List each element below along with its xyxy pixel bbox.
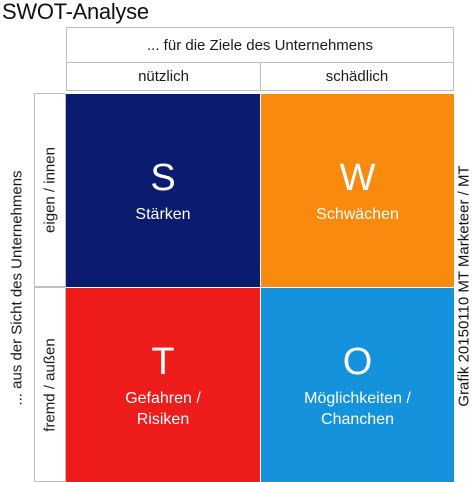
perspective-header: ... aus der Sicht des Unternehmens xyxy=(0,93,34,482)
threats-letter: T xyxy=(151,341,175,383)
opportunities-quadrant: O Möglichkeiten / Chanchen xyxy=(261,288,454,482)
threats-quadrant: T Gefahren / Risiken xyxy=(66,288,260,482)
internal-label: eigen / innen xyxy=(41,147,59,233)
strengths-label: Stärken xyxy=(135,206,191,223)
goal-header: ... für die Ziele des Unternehmens xyxy=(66,27,454,63)
threats-label-line1: Gefahren / xyxy=(125,390,201,407)
harmful-header: schädlich xyxy=(260,62,454,91)
internal-header: eigen / innen xyxy=(34,93,66,287)
threats-label-line2: Risiken xyxy=(136,411,190,428)
useful-header: nützlich xyxy=(66,62,261,91)
opportunities-label-line2: Chanchen xyxy=(321,411,394,428)
external-header: fremd / außen xyxy=(34,287,66,482)
threats-label: Gefahren / Risiken xyxy=(125,388,201,430)
opportunities-label-line1: Möglichkeiten / xyxy=(304,390,411,407)
external-label: fremd / außen xyxy=(41,337,59,432)
opportunities-label: Möglichkeiten / Chanchen xyxy=(304,388,411,430)
strengths-letter: S xyxy=(150,157,176,199)
credit-text: Grafik 20150110 MT Marketeer / MT xyxy=(455,165,473,407)
weaknesses-label: Schwächen xyxy=(316,206,399,223)
perspective-label: ... aus der Sicht des Unternehmens xyxy=(8,169,26,406)
opportunities-letter: O xyxy=(342,341,373,383)
weaknesses-letter: W xyxy=(339,157,376,199)
weaknesses-quadrant: W Schwächen xyxy=(261,94,454,287)
strengths-quadrant: S Stärken xyxy=(66,94,260,287)
diagram-title: SWOT-Analyse xyxy=(2,0,149,24)
